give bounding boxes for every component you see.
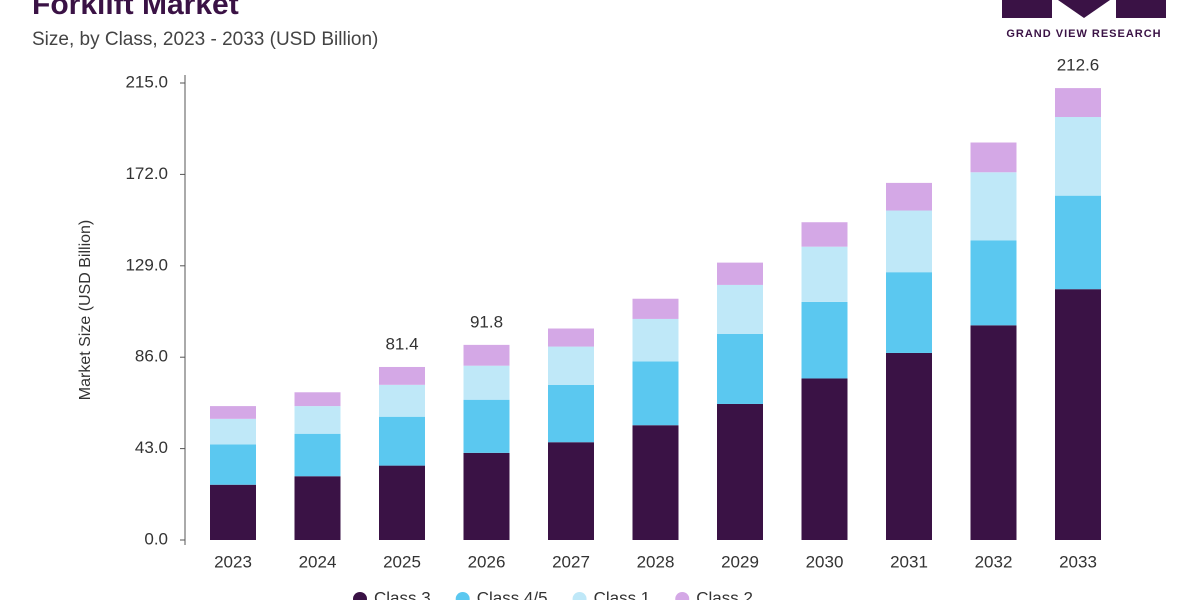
legend-label: Class 2 xyxy=(696,588,753,600)
bar-segment xyxy=(1055,117,1101,196)
logo: GRAND VIEW RESEARCH xyxy=(1002,0,1166,40)
bar-segment xyxy=(379,366,425,385)
chart-subtitle: Size, by Class, 2023 - 2033 (USD Billion… xyxy=(32,29,378,50)
bar-segment xyxy=(632,361,679,426)
chart-title: Forklift Market xyxy=(32,0,239,21)
bar-segment xyxy=(463,344,510,366)
bar-segment xyxy=(463,399,510,453)
bar-segment xyxy=(970,240,1017,326)
bar-segment xyxy=(886,352,932,540)
legend-label: Class 1 xyxy=(594,588,651,600)
bar-segment xyxy=(886,210,932,273)
bar-segment xyxy=(717,262,763,285)
x-tick-label: 2029 xyxy=(721,552,759,571)
logo-shape xyxy=(1116,0,1166,18)
bar-segment xyxy=(294,392,341,407)
bar-segment xyxy=(801,378,848,540)
bar-segment xyxy=(632,298,679,319)
legend-label: Class 4/5 xyxy=(477,588,548,600)
y-tick-label: 215.0 xyxy=(125,72,168,91)
x-tick-label: 2023 xyxy=(214,552,252,571)
total-label: 212.6 xyxy=(1057,56,1100,75)
x-tick-label: 2032 xyxy=(975,552,1013,571)
bar-segment xyxy=(294,406,341,434)
y-tick-label: 172.0 xyxy=(125,164,168,183)
bar-segment xyxy=(548,328,594,347)
bar-segment xyxy=(210,418,256,445)
bar-segment xyxy=(886,272,932,353)
y-tick-label: 129.0 xyxy=(125,255,168,274)
x-tick-label: 2024 xyxy=(299,552,337,571)
y-tick-label: 86.0 xyxy=(135,347,168,366)
x-tick-label: 2030 xyxy=(806,552,844,571)
bar-segment xyxy=(379,416,425,466)
x-tick-label: 2031 xyxy=(890,552,928,571)
bar-segment xyxy=(210,444,256,485)
bar-segment xyxy=(463,452,510,540)
bar-segment xyxy=(632,425,679,540)
bar-segment xyxy=(970,172,1017,241)
bar-segment xyxy=(548,384,594,443)
legend-marker xyxy=(572,592,587,600)
bar-segment xyxy=(210,406,256,419)
logo-shape xyxy=(1002,0,1052,18)
bar-segment xyxy=(1055,289,1101,540)
bar-segment xyxy=(548,346,594,385)
x-tick-label: 2025 xyxy=(383,552,421,571)
legend-marker xyxy=(353,592,367,600)
bar-segment xyxy=(970,325,1017,540)
bar-segment xyxy=(970,142,1017,173)
x-tick-label: 2026 xyxy=(468,552,506,571)
bar-segment xyxy=(801,246,848,302)
y-tick-label: 43.0 xyxy=(135,438,168,457)
total-label: 91.8 xyxy=(470,312,503,331)
bar-segment xyxy=(801,222,848,247)
legend-marker xyxy=(675,592,690,600)
bar-segment xyxy=(1055,195,1101,290)
bar-segment xyxy=(210,484,256,540)
bar-segment xyxy=(717,284,763,334)
y-axis-label: Market Size (USD Billion) xyxy=(77,220,94,400)
bar-segment xyxy=(294,433,341,477)
y-tick-label: 0.0 xyxy=(144,529,168,548)
bar-segment xyxy=(801,301,848,379)
x-tick-label: 2028 xyxy=(637,552,675,571)
bar-segment xyxy=(1055,88,1101,118)
bar-segment xyxy=(632,318,679,362)
bar-segment xyxy=(379,465,425,540)
bar-segment xyxy=(886,182,932,211)
bar-segment xyxy=(463,365,510,400)
bar-segment xyxy=(717,333,763,404)
total-label: 81.4 xyxy=(385,334,418,353)
bar-segment xyxy=(379,384,425,417)
bar-segment xyxy=(548,442,594,540)
legend-marker xyxy=(455,592,470,600)
x-tick-label: 2033 xyxy=(1059,552,1097,571)
bar-segment xyxy=(294,476,341,540)
logo-shape xyxy=(1058,0,1110,18)
x-tick-label: 2027 xyxy=(552,552,590,571)
bar-segment xyxy=(717,403,763,540)
logo-text: GRAND VIEW RESEARCH xyxy=(1006,28,1161,40)
legend-label: Class 3 xyxy=(374,588,431,600)
